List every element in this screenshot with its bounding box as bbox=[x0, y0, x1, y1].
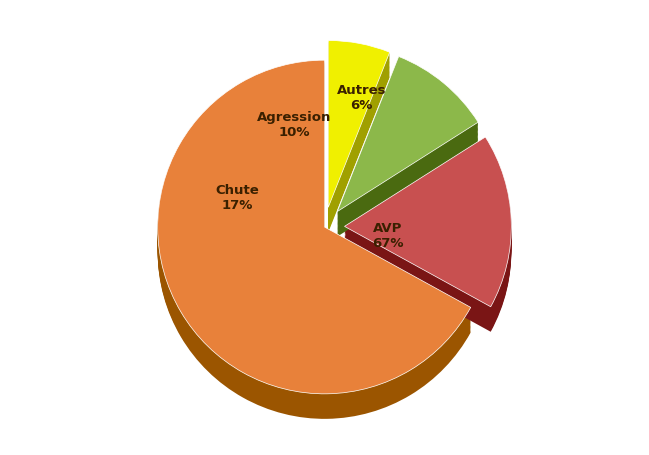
Wedge shape bbox=[345, 162, 511, 331]
Wedge shape bbox=[328, 50, 389, 217]
Wedge shape bbox=[345, 149, 511, 318]
Wedge shape bbox=[158, 69, 471, 401]
Wedge shape bbox=[328, 64, 389, 230]
Wedge shape bbox=[328, 45, 389, 212]
Wedge shape bbox=[345, 155, 511, 324]
Wedge shape bbox=[158, 79, 471, 411]
Wedge shape bbox=[158, 75, 471, 408]
Wedge shape bbox=[337, 62, 478, 217]
Wedge shape bbox=[158, 74, 471, 406]
Wedge shape bbox=[158, 77, 471, 410]
Wedge shape bbox=[328, 61, 389, 228]
Text: AVP
67%: AVP 67% bbox=[372, 222, 404, 250]
Wedge shape bbox=[337, 76, 478, 231]
Wedge shape bbox=[337, 79, 478, 233]
Wedge shape bbox=[345, 159, 511, 329]
Wedge shape bbox=[345, 148, 511, 317]
Wedge shape bbox=[158, 86, 471, 419]
Wedge shape bbox=[337, 75, 478, 230]
Wedge shape bbox=[345, 153, 511, 322]
Wedge shape bbox=[345, 140, 511, 309]
Wedge shape bbox=[345, 143, 511, 312]
Wedge shape bbox=[345, 142, 511, 311]
Wedge shape bbox=[158, 81, 471, 414]
Wedge shape bbox=[328, 58, 389, 224]
Wedge shape bbox=[328, 49, 389, 215]
Wedge shape bbox=[158, 82, 471, 415]
Wedge shape bbox=[328, 56, 389, 223]
Wedge shape bbox=[345, 144, 511, 313]
Wedge shape bbox=[337, 81, 478, 236]
Wedge shape bbox=[337, 57, 478, 212]
Wedge shape bbox=[158, 66, 471, 399]
Wedge shape bbox=[328, 65, 389, 232]
Wedge shape bbox=[345, 147, 511, 316]
Wedge shape bbox=[158, 70, 471, 403]
Wedge shape bbox=[337, 66, 478, 221]
Wedge shape bbox=[337, 64, 478, 218]
Wedge shape bbox=[328, 48, 389, 214]
Wedge shape bbox=[345, 152, 511, 321]
Wedge shape bbox=[328, 44, 389, 210]
Text: Chute
17%: Chute 17% bbox=[216, 183, 260, 212]
Wedge shape bbox=[345, 154, 511, 324]
Wedge shape bbox=[328, 63, 389, 229]
Wedge shape bbox=[345, 162, 511, 332]
Wedge shape bbox=[158, 80, 471, 413]
Wedge shape bbox=[328, 43, 389, 209]
Wedge shape bbox=[328, 60, 389, 227]
Wedge shape bbox=[328, 41, 389, 208]
Wedge shape bbox=[337, 80, 478, 235]
Wedge shape bbox=[158, 71, 471, 404]
Wedge shape bbox=[345, 138, 511, 307]
Wedge shape bbox=[337, 59, 478, 213]
Wedge shape bbox=[337, 69, 478, 223]
Wedge shape bbox=[158, 64, 471, 396]
Wedge shape bbox=[337, 67, 478, 222]
Wedge shape bbox=[345, 157, 511, 327]
Wedge shape bbox=[328, 66, 389, 233]
Wedge shape bbox=[328, 51, 389, 218]
Wedge shape bbox=[158, 72, 471, 405]
Wedge shape bbox=[345, 145, 511, 314]
Wedge shape bbox=[337, 60, 478, 215]
Wedge shape bbox=[345, 150, 511, 319]
Wedge shape bbox=[337, 82, 478, 237]
Wedge shape bbox=[337, 70, 478, 225]
Wedge shape bbox=[337, 72, 478, 227]
Wedge shape bbox=[328, 46, 389, 213]
Wedge shape bbox=[328, 53, 389, 219]
Wedge shape bbox=[328, 55, 389, 222]
Wedge shape bbox=[158, 85, 471, 418]
Wedge shape bbox=[345, 157, 511, 326]
Wedge shape bbox=[158, 65, 471, 398]
Wedge shape bbox=[345, 139, 511, 308]
Wedge shape bbox=[337, 74, 478, 228]
Wedge shape bbox=[158, 84, 471, 416]
Wedge shape bbox=[337, 61, 478, 216]
Wedge shape bbox=[328, 54, 389, 220]
Wedge shape bbox=[328, 59, 389, 225]
Wedge shape bbox=[337, 77, 478, 232]
Wedge shape bbox=[158, 76, 471, 409]
Text: Agression
10%: Agression 10% bbox=[257, 110, 332, 138]
Wedge shape bbox=[337, 71, 478, 226]
Wedge shape bbox=[337, 65, 478, 220]
Wedge shape bbox=[158, 62, 471, 395]
Wedge shape bbox=[158, 67, 471, 400]
Text: Autres
6%: Autres 6% bbox=[336, 84, 386, 111]
Wedge shape bbox=[158, 61, 471, 394]
Wedge shape bbox=[345, 160, 511, 329]
